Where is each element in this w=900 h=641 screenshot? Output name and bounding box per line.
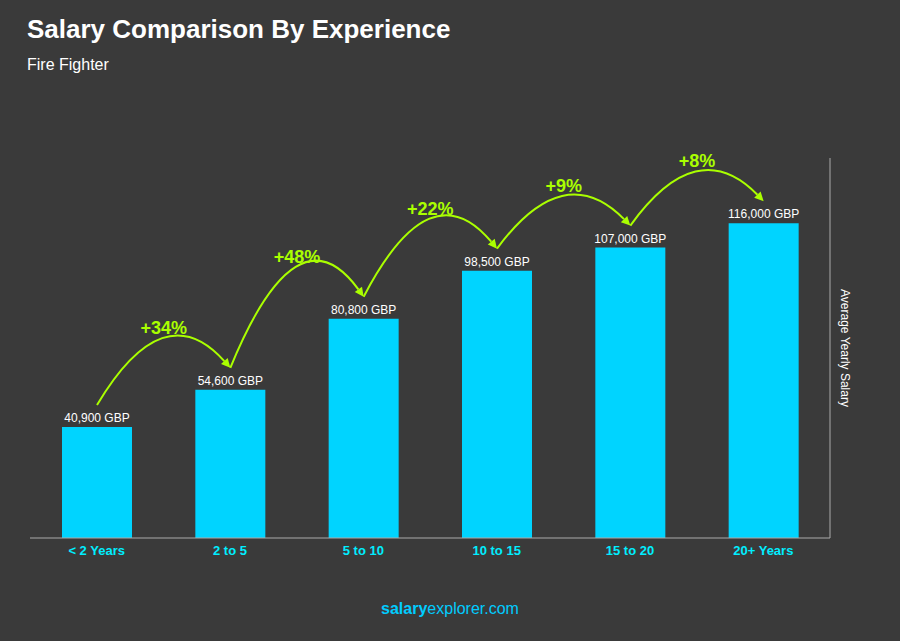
svg-text:116,000 GBP: 116,000 GBP	[728, 207, 799, 221]
html-text:Fire Fighter: Fire Fighter	[27, 56, 109, 73]
svg-text:107,000 GBP: 107,000 GBP	[594, 232, 666, 246]
svg-text:+22%: +22%	[407, 199, 454, 219]
svg-text:20+ Years: 20+ Years	[733, 543, 793, 558]
svg-text:80,800 GBP: 80,800 GBP	[331, 303, 396, 317]
svg-text:40,900 GBP: 40,900 GBP	[64, 411, 129, 425]
svg-text:5 to 10: 5 to 10	[343, 543, 384, 558]
html-text:Salary Comparison By Experienc: Salary Comparison By Experience	[27, 14, 451, 44]
svg-text:+34%: +34%	[140, 318, 187, 338]
svg-text:10 to 15: 10 to 15	[472, 543, 520, 558]
svg-text:< 2 Years: < 2 Years	[68, 543, 125, 558]
svg-text:+9%: +9%	[545, 176, 582, 196]
svg-text:Average Yearly Salary: Average Yearly Salary	[838, 289, 852, 407]
svg-text:54,600 GBP: 54,600 GBP	[198, 374, 263, 388]
html-text:salary explorer.com: salary explorer.com	[381, 600, 519, 617]
svg-text:98,500 GBP: 98,500 GBP	[464, 255, 529, 269]
svg-text:+8%: +8%	[679, 151, 716, 171]
svg-text:2 to 5: 2 to 5	[213, 543, 247, 558]
svg-text:+48%: +48%	[274, 247, 321, 267]
svg-text:15 to 20: 15 to 20	[606, 543, 654, 558]
